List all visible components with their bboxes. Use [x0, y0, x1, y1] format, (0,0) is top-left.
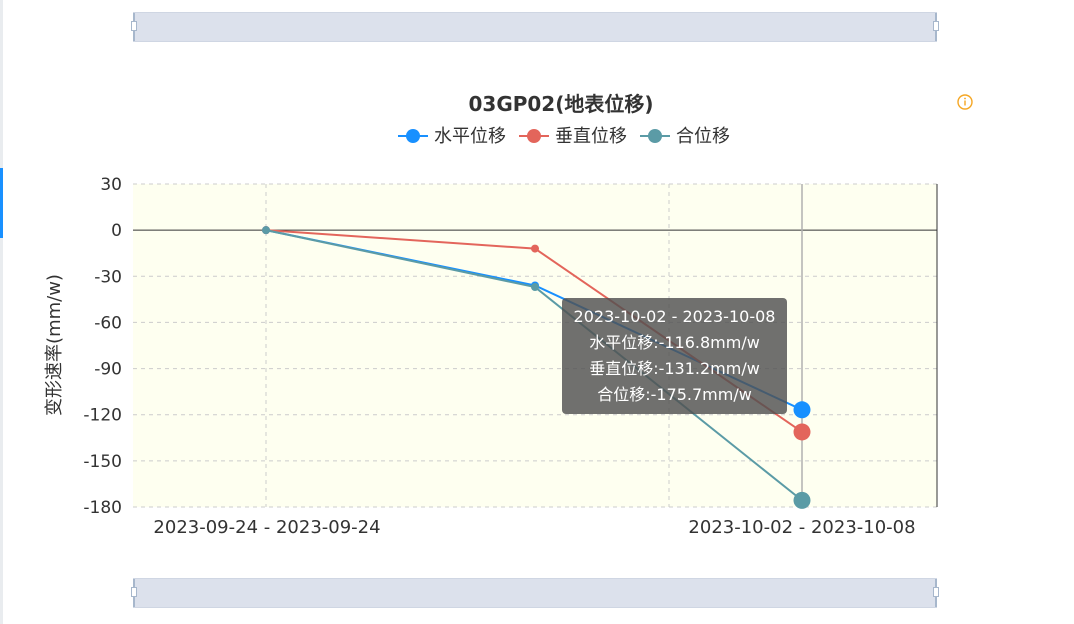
active-indicator — [0, 168, 3, 238]
tooltip-header: 2023-10-02 - 2023-10-08 — [573, 307, 776, 326]
data-point — [793, 423, 811, 441]
y-tick-label: -120 — [83, 406, 122, 426]
tooltip-line-total: 合位移:-175.7mm/w — [597, 385, 752, 404]
legend-label: 合位移 — [676, 126, 730, 147]
info-circle-icon[interactable] — [957, 94, 973, 110]
legend-marker — [648, 129, 662, 143]
data-point — [262, 226, 270, 235]
data-zoom-slider-top[interactable] — [131, 12, 939, 42]
x-tick-label: 2023-10-02 - 2023-10-08 — [688, 517, 915, 538]
legend-label: 垂直位移 — [555, 126, 627, 147]
y-tick-label: 0 — [111, 221, 122, 241]
data-point — [531, 244, 539, 253]
legend-label: 水平位移 — [434, 126, 506, 147]
data-point — [793, 401, 811, 419]
y-tick-label: -150 — [83, 452, 122, 472]
data-point — [531, 283, 539, 292]
tooltip-line-horizontal: 水平位移:-116.8mm/w — [589, 333, 760, 352]
data-point — [793, 491, 811, 509]
legend-marker — [406, 129, 420, 143]
chart-title: 03GP02(地表位移) — [468, 92, 653, 116]
chart-tooltip: 2023-10-02 - 2023-10-08 水平位移:-116.8mm/w … — [562, 298, 787, 414]
data-zoom-slider-bottom[interactable] — [131, 578, 939, 608]
y-tick-label: 30 — [100, 175, 122, 195]
tooltip-line-vertical: 垂直位移:-131.2mm/w — [589, 359, 760, 378]
y-axis-label: 变形速率(mm/w) — [44, 274, 65, 416]
y-tick-label: -90 — [94, 360, 122, 380]
zoom-handle-left[interactable] — [131, 579, 137, 607]
y-tick-label: -30 — [94, 267, 122, 287]
zoom-handle-left[interactable] — [131, 13, 137, 41]
y-tick-label: -180 — [83, 498, 122, 518]
y-tick-label: -60 — [94, 313, 122, 333]
zoom-handle-right[interactable] — [933, 13, 939, 41]
plot-area — [133, 184, 937, 507]
x-tick-label: 2023-09-24 - 2023-09-24 — [153, 517, 380, 538]
legend-marker — [527, 129, 541, 143]
zoom-handle-right[interactable] — [933, 579, 939, 607]
left-border — [0, 0, 3, 624]
